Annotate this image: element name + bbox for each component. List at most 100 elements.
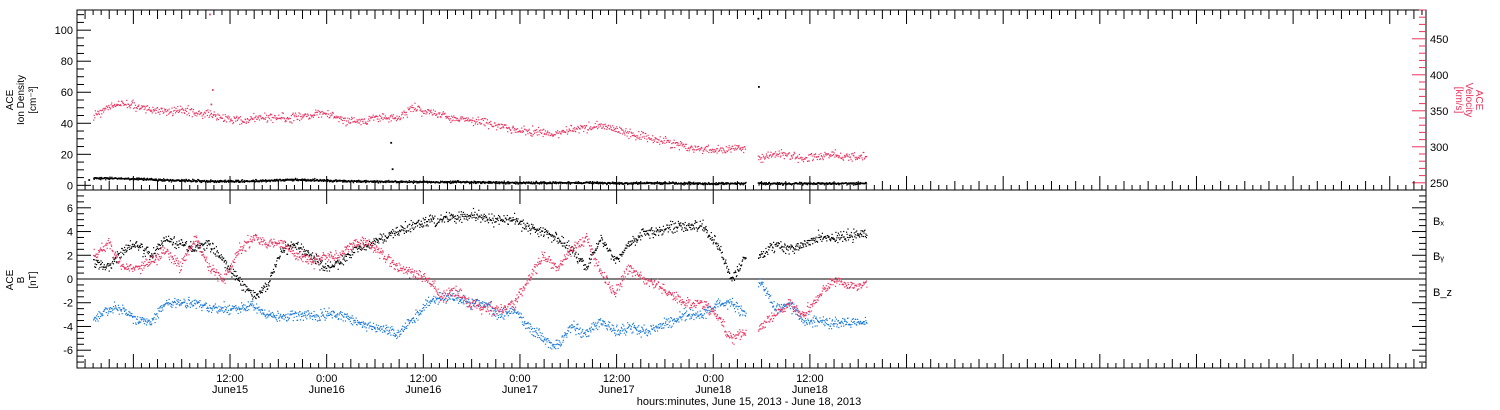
- bx-point: [262, 287, 264, 290]
- bx-point: [497, 217, 499, 219]
- velocity-point: [104, 107, 106, 109]
- bx-point: [506, 214, 508, 217]
- bx-point: [397, 231, 399, 233]
- density-point: [735, 182, 737, 184]
- velocity-point: [791, 157, 793, 159]
- bx-point: [95, 259, 97, 261]
- velocity-point: [138, 104, 140, 106]
- density-point: [232, 181, 234, 183]
- bx-point: [772, 247, 774, 249]
- velocity-point: [773, 153, 776, 155]
- velocity-point: [357, 122, 359, 124]
- bx-point: [471, 212, 473, 214]
- velocity-point: [177, 111, 179, 113]
- bx-point: [544, 231, 546, 233]
- density-point: [794, 183, 796, 185]
- bx-point: [268, 282, 270, 284]
- bx-point: [526, 225, 528, 227]
- velocity-point: [482, 118, 484, 120]
- bx-point: [326, 270, 328, 272]
- velocity-point: [685, 143, 687, 145]
- bx-point: [261, 292, 263, 294]
- bx-point: [585, 269, 587, 271]
- velocity-point: [533, 132, 535, 134]
- velocity-point: [464, 120, 466, 122]
- density-point: [170, 181, 173, 183]
- velocity-point: [725, 146, 727, 148]
- velocity-point: [293, 114, 295, 116]
- bx-point: [765, 247, 767, 250]
- bx-point: [763, 255, 765, 257]
- bx-point: [553, 235, 555, 237]
- density-point: [186, 180, 188, 182]
- velocity-point: [196, 115, 198, 117]
- density-point: [326, 180, 328, 183]
- bx-point: [698, 226, 700, 229]
- velocity-point: [163, 108, 166, 110]
- velocity-point: [368, 118, 370, 120]
- density-point: [466, 180, 468, 182]
- bx-point: [290, 241, 292, 243]
- bx-point: [640, 239, 642, 241]
- density-point: [409, 181, 411, 184]
- bx-point: [457, 214, 459, 217]
- bx-point: [806, 240, 808, 242]
- bx-point: [205, 240, 207, 242]
- bx-point: [393, 230, 395, 232]
- bx-point: [340, 262, 342, 264]
- density-point: [813, 182, 815, 184]
- velocity-point: [188, 115, 190, 117]
- velocity-point: [224, 119, 226, 121]
- velocity-point: [684, 143, 686, 145]
- velocity-point: [856, 158, 858, 160]
- bx-point: [523, 222, 525, 224]
- velocity-point: [99, 109, 101, 111]
- velocity-point: [632, 132, 634, 134]
- bx-point: [402, 229, 404, 231]
- velocity-point: [392, 114, 395, 116]
- bx-point: [346, 253, 348, 255]
- velocity-point: [706, 150, 708, 153]
- bx-point: [192, 250, 194, 252]
- bx-point: [760, 251, 763, 253]
- bx-point: [529, 227, 531, 229]
- velocity-point: [122, 102, 124, 104]
- bx-point: [601, 239, 604, 241]
- bx-point: [551, 241, 553, 243]
- density-point: [147, 178, 149, 180]
- bx-point: [229, 265, 232, 267]
- density-point: [265, 179, 268, 182]
- bx-point: [242, 284, 244, 286]
- bx-point: [650, 228, 652, 230]
- bx-point: [837, 242, 839, 244]
- density-point: [585, 182, 587, 184]
- velocity-point: [689, 148, 691, 150]
- bx-point: [499, 216, 501, 218]
- bx-point: [720, 252, 722, 254]
- velocity-point: [366, 123, 368, 125]
- bx-point: [825, 237, 827, 239]
- bx-point: [208, 240, 210, 242]
- density-point: [339, 179, 341, 181]
- bx-point: [379, 238, 381, 240]
- velocity-point: [833, 154, 835, 156]
- density-point: [695, 182, 697, 184]
- density-point: [715, 183, 718, 186]
- velocity-point: [721, 147, 723, 149]
- velocity-point: [502, 126, 504, 128]
- velocity-point: [696, 149, 698, 151]
- bx-point: [706, 232, 708, 234]
- bx-point: [710, 232, 712, 234]
- velocity-point: [227, 115, 229, 117]
- density-point: [170, 178, 172, 181]
- bx-point: [590, 258, 592, 260]
- bx-point: [279, 255, 281, 257]
- bx-point: [587, 268, 589, 270]
- bx-point: [528, 224, 530, 226]
- density-point: [245, 180, 248, 183]
- bx-point: [699, 220, 701, 222]
- velocity-point: [176, 110, 178, 113]
- density-point: [454, 181, 456, 183]
- velocity-point: [862, 159, 864, 161]
- velocity-point: [801, 159, 803, 161]
